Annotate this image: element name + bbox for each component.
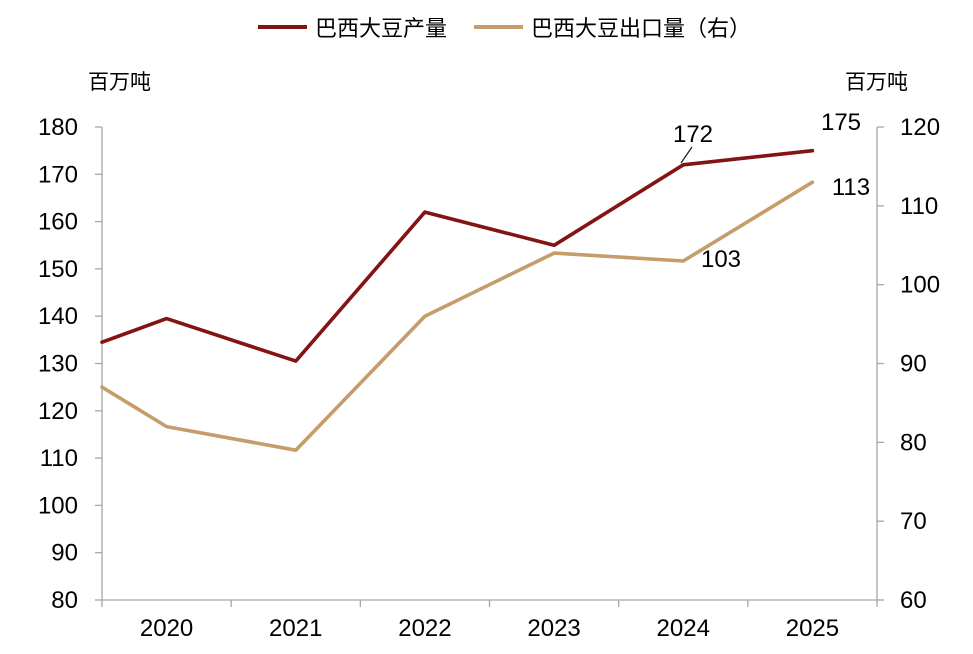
x-category-label: 2023: [527, 615, 580, 642]
legend-item-exports: 巴西大豆出口量（右）: [474, 11, 751, 43]
right-axis-tick-label: 70: [900, 508, 927, 535]
right-axis-unit-label: 百万吨: [845, 71, 908, 94]
left-axis-tick-label: 130: [38, 351, 78, 378]
left-axis-tick-label: 150: [38, 256, 78, 283]
right-axis-tick-label: 120: [900, 114, 940, 141]
left-axis-tick-label: 100: [38, 492, 78, 519]
x-category-label: 2025: [786, 615, 839, 642]
x-category-label: 2020: [140, 615, 193, 642]
left-axis-tick-label: 110: [40, 445, 78, 472]
right-axis-tick-label: 90: [900, 351, 927, 378]
right-axis-tick-label: 110: [900, 193, 938, 220]
x-category-label: 2022: [398, 615, 451, 642]
right-axis-tick-label: 60: [900, 587, 927, 614]
x-category-label: 2024: [657, 615, 710, 642]
annotation-leader-line: [680, 146, 693, 164]
left-axis-tick-label: 80: [51, 587, 78, 614]
left-axis-tick-label: 120: [38, 398, 78, 425]
left-axis-tick-label: 160: [38, 209, 78, 236]
left-axis-tick-label: 180: [38, 114, 78, 141]
left-axis-tick-label: 140: [38, 303, 78, 330]
legend-label-exports: 巴西大豆出口量（右）: [531, 16, 752, 41]
legend-swatch-production-line: [258, 25, 307, 29]
data-label: 113: [832, 174, 870, 201]
legend: 巴西大豆产量 巴西大豆出口量（右）: [258, 13, 751, 41]
left-axis-tick-label: 90: [51, 540, 78, 567]
legend-item-production: 巴西大豆产量: [258, 11, 447, 43]
data-label: 103: [701, 246, 741, 273]
right-axis-tick-label: 100: [900, 272, 940, 299]
data-label: 175: [821, 109, 861, 136]
series-line-production: [100, 148, 815, 363]
left-axis-unit-label: 百万吨: [88, 71, 151, 94]
legend-swatch-export-line: [474, 25, 524, 29]
right-axis-tick-label: 80: [900, 429, 927, 456]
x-category-label: 2021: [269, 615, 322, 642]
left-axis-tick-label: 170: [38, 161, 78, 188]
data-label: 172: [673, 121, 713, 148]
series-line-exports: [100, 180, 815, 453]
legend-label-production: 巴西大豆产量: [315, 16, 448, 41]
